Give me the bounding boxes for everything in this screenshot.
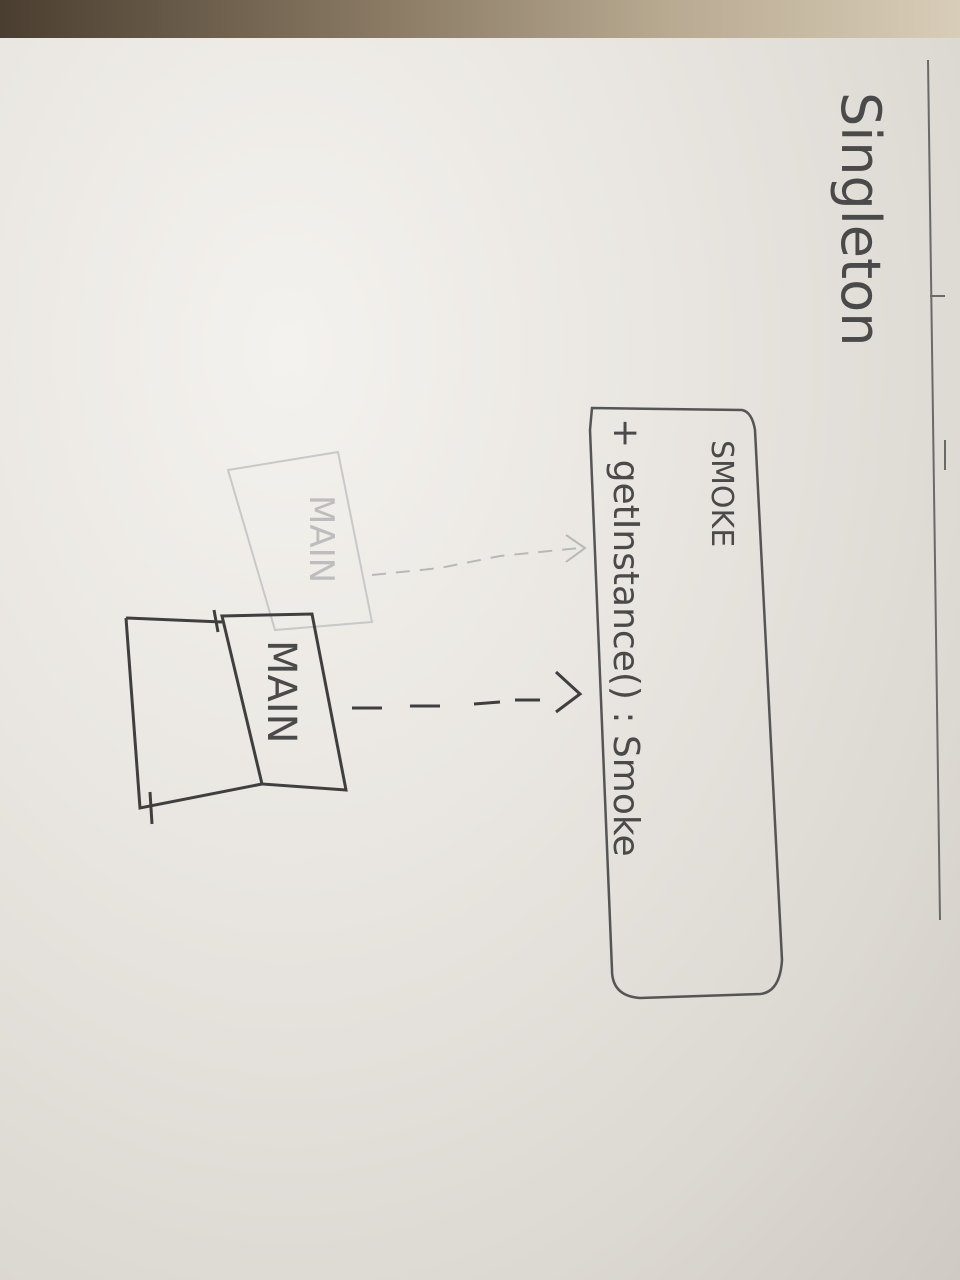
smoke-class-box xyxy=(588,406,784,1000)
smoke-class-name: SMOKE xyxy=(704,440,739,547)
erased-main-box xyxy=(226,450,374,632)
erased-arrowhead xyxy=(565,534,587,563)
main-class-box xyxy=(220,612,348,792)
dependency-arrowhead xyxy=(554,670,583,714)
main-frame-lines xyxy=(124,609,263,825)
main-class-label: MAIN xyxy=(258,640,304,744)
erased-main-label: MAIN xyxy=(301,495,341,583)
diagram-title: Singleton xyxy=(829,92,892,346)
margin-line xyxy=(927,59,941,921)
smoke-method: + getInstance() : Smoke xyxy=(605,418,646,857)
paper-sheet xyxy=(0,38,960,1280)
dependency-line xyxy=(352,698,540,710)
erased-dependency-line xyxy=(371,547,581,576)
